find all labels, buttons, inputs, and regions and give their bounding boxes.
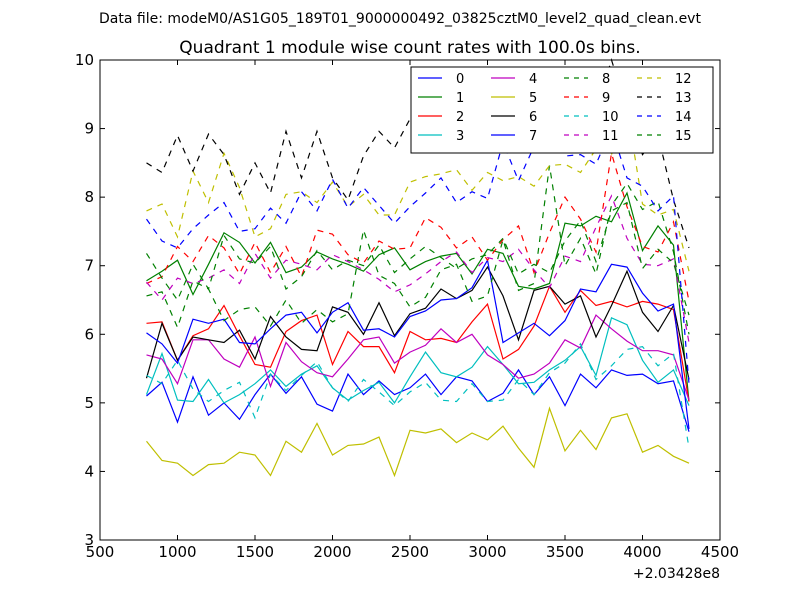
y-tick-label: 10 xyxy=(75,51,94,69)
series-line-4 xyxy=(146,314,690,401)
legend-label-2: 2 xyxy=(456,110,464,125)
chart-title: Quadrant 1 module wise count rates with … xyxy=(179,38,640,58)
x-tick-label: 3500 xyxy=(546,543,584,561)
legend-label-12: 12 xyxy=(675,72,692,87)
series-line-5 xyxy=(146,406,690,478)
series-line-2 xyxy=(146,284,690,402)
y-tick-label: 9 xyxy=(84,120,94,138)
legend-label-13: 13 xyxy=(675,91,692,106)
legend-label-10: 10 xyxy=(602,110,619,125)
legend-label-8: 8 xyxy=(602,72,610,87)
series-line-7 xyxy=(146,258,690,429)
legend-label-9: 9 xyxy=(602,91,610,106)
x-tick-label: 2500 xyxy=(391,543,429,561)
x-tick-label: 3000 xyxy=(468,543,506,561)
x-tick-label: 4000 xyxy=(623,543,661,561)
y-tick-label: 5 xyxy=(84,394,94,412)
x-tick-label: 2000 xyxy=(313,543,351,561)
series-line-8 xyxy=(146,165,690,335)
x-tick-label: 1500 xyxy=(236,543,274,561)
y-tick-label: 6 xyxy=(84,325,94,343)
legend-label-5: 5 xyxy=(529,91,537,106)
y-tick-label: 8 xyxy=(84,188,94,206)
legend-label-14: 14 xyxy=(675,110,692,125)
legend-label-6: 6 xyxy=(529,110,537,125)
y-tick-label: 4 xyxy=(84,462,94,480)
series-line-3 xyxy=(145,316,690,406)
x-tick-label: 4500 xyxy=(701,543,739,561)
series-line-0 xyxy=(146,368,690,432)
legend-label-3: 3 xyxy=(456,129,464,144)
series-line-10 xyxy=(146,342,690,449)
legend-label-0: 0 xyxy=(456,72,464,87)
series-line-15 xyxy=(145,201,690,316)
series-line-1 xyxy=(146,191,690,402)
legend-box xyxy=(410,66,714,154)
legend-label-11: 11 xyxy=(602,129,619,144)
chart-suptitle: Data file: modeM0/AS1G05_189T01_90000004… xyxy=(99,11,701,27)
x-tick-label: 1000 xyxy=(158,543,196,561)
y-tick-label: 7 xyxy=(84,257,94,275)
series-line-6 xyxy=(145,265,690,380)
x-tick-label: 500 xyxy=(86,543,115,561)
x-offset-label: +2.03428e8 xyxy=(633,566,720,582)
series-line-9 xyxy=(146,153,690,302)
legend-label-4: 4 xyxy=(529,72,537,87)
legend-label-15: 15 xyxy=(675,129,692,144)
x-axis: 500 1000 1500 2000 2500 3000 3500 4000 4500 xyxy=(86,60,739,561)
series-line-11 xyxy=(146,194,690,343)
y-tick-label: 3 xyxy=(84,531,94,549)
series-line-14 xyxy=(146,126,690,384)
series-layer xyxy=(145,57,690,478)
legend-label-7: 7 xyxy=(529,129,537,144)
legend-label-1: 1 xyxy=(456,91,464,106)
